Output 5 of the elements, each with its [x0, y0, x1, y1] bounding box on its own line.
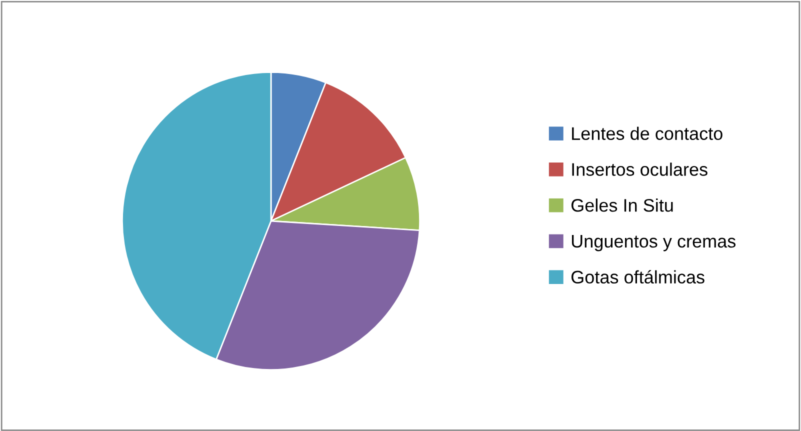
legend-label: Lentes de contacto [572, 126, 722, 140]
legend-label: Unguentos y cremas [572, 235, 736, 252]
legend-label: Insertos oculares [572, 162, 708, 176]
legend-label: Gotas oftálmicas [571, 270, 704, 284]
legend-label: Geles In Situ [571, 198, 673, 212]
